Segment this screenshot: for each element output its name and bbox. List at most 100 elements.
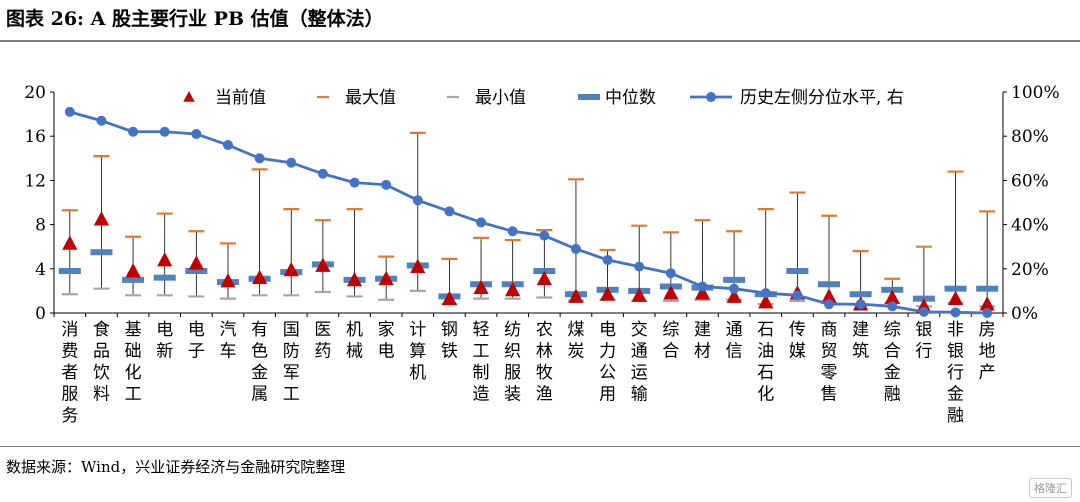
current-marker	[410, 258, 426, 273]
current-marker	[821, 288, 837, 303]
median-marker	[723, 276, 746, 283]
category-label: 基础化工	[125, 320, 142, 405]
legend-max-label: 最大值	[345, 88, 396, 108]
title-divider	[0, 40, 1080, 42]
category-label: 电新	[156, 320, 173, 362]
percentile-point	[254, 153, 265, 164]
y-left-tick-label: 0	[35, 304, 46, 324]
category-label: 钢铁	[441, 320, 458, 362]
current-marker	[220, 272, 236, 288]
category-label: 建筑	[852, 320, 869, 362]
category-label: 传媒	[789, 320, 806, 362]
legend-median-label: 中位数	[605, 88, 656, 108]
percentile-point	[539, 230, 550, 241]
percentile-point	[222, 140, 233, 151]
pb-valuation-chart: 0 4 8 12 16 20 0% 20% 40% 60% 80% 100% 当前值 最大值 最小值 中位数…	[24, 83, 1060, 426]
category-label: 汽车	[219, 320, 236, 362]
median-marker	[153, 274, 176, 281]
category-label: 综合金融	[884, 320, 901, 405]
watermark-logo: 格隆汇	[1029, 478, 1072, 498]
percentile-point	[855, 299, 866, 310]
percentile-point	[159, 126, 170, 137]
percentile-point	[918, 306, 929, 317]
category-label: 电子	[188, 320, 205, 362]
median-marker	[185, 268, 208, 275]
category-label: 通信	[726, 320, 743, 362]
category-label: 消费者服务	[61, 320, 78, 426]
current-marker	[568, 288, 584, 303]
category-label: 计算机	[409, 320, 426, 383]
percentile-point	[570, 243, 581, 254]
chart-title: 图表 26: A 股主要行业 PB 估值（整体法）	[6, 8, 384, 30]
current-marker	[758, 293, 774, 309]
category-label: 轻工制造	[473, 320, 490, 405]
current-marker	[93, 211, 110, 226]
current-marker	[694, 285, 711, 300]
percentile-point	[96, 115, 107, 126]
category-label: 机械	[346, 320, 363, 362]
category-label: 综合	[662, 320, 679, 362]
percentile-point	[128, 126, 139, 137]
source-note: 数据来源：Wind，兴业证券经济与金融研究院整理	[6, 458, 346, 476]
category-label: 银行	[915, 320, 932, 362]
current-marker	[979, 296, 995, 311]
percentile-point	[982, 308, 993, 318]
category-label: 交通运输	[631, 320, 648, 405]
current-markers	[62, 211, 995, 313]
category-label: 建材	[694, 320, 711, 362]
y-right-tick-label: 60%	[1011, 171, 1049, 191]
median-marker	[976, 285, 999, 292]
legend-current-label: 当前值	[215, 88, 266, 108]
y-left-tick-label: 16	[24, 127, 46, 147]
legend: 当前值 最大值 最小值 中位数 历史左侧分位水平, 右	[183, 88, 904, 108]
current-marker	[726, 288, 742, 303]
percentile-point	[64, 106, 75, 117]
percentile-point	[476, 217, 487, 228]
legend-percentile-label: 历史左侧分位水平, 右	[740, 88, 904, 108]
percentile-point	[760, 288, 771, 299]
legend-median-icon	[578, 94, 600, 100]
median-markers	[58, 249, 999, 302]
category-label: 国防军工	[283, 320, 300, 405]
current-marker	[283, 261, 299, 277]
y-right-tick-label: 0%	[1011, 304, 1038, 324]
percentile-point	[349, 177, 360, 188]
percentile-line	[64, 106, 993, 318]
percentile-point	[729, 283, 740, 294]
y-left-tick-label: 12	[24, 171, 46, 191]
legend-percentile-icon	[706, 92, 716, 102]
percentile-point	[950, 307, 961, 318]
percentile-point	[697, 281, 708, 292]
current-marker	[378, 270, 394, 286]
current-marker	[125, 263, 141, 278]
median-marker	[849, 291, 872, 298]
current-marker	[315, 257, 331, 272]
current-marker	[947, 290, 964, 306]
category-label: 家电	[378, 320, 395, 362]
current-marker	[441, 290, 458, 306]
source-divider	[0, 446, 1080, 447]
current-marker	[188, 255, 204, 270]
y-right-tick-label: 40%	[1011, 216, 1049, 236]
percentile-point	[792, 290, 803, 301]
category-label: 有色金属	[251, 320, 268, 405]
category-labels: 消费者服务食品饮料基础化工电新电子汽车有色金属国防军工医药机械家电计算机钢铁轻工…	[61, 320, 995, 426]
y-right-tick-label: 80%	[1011, 127, 1049, 147]
percentile-point	[286, 157, 297, 168]
category-label: 商贸零售	[821, 320, 838, 405]
median-marker	[122, 276, 145, 283]
category-label: 煤炭	[567, 320, 584, 362]
y-right-tick-label: 100%	[1011, 83, 1060, 103]
category-label: 农林牧渔	[536, 320, 553, 405]
max-markers	[61, 131, 996, 280]
current-marker	[346, 271, 363, 287]
category-label: 医药	[314, 320, 331, 362]
category-label: 食品饮料	[93, 320, 110, 405]
category-label: 电力公用	[599, 320, 616, 405]
current-marker	[631, 287, 647, 302]
percentile-point	[381, 179, 392, 190]
y-left-tick-label: 4	[35, 260, 46, 280]
median-marker	[90, 249, 113, 256]
current-marker	[252, 269, 268, 285]
median-marker	[58, 268, 81, 275]
